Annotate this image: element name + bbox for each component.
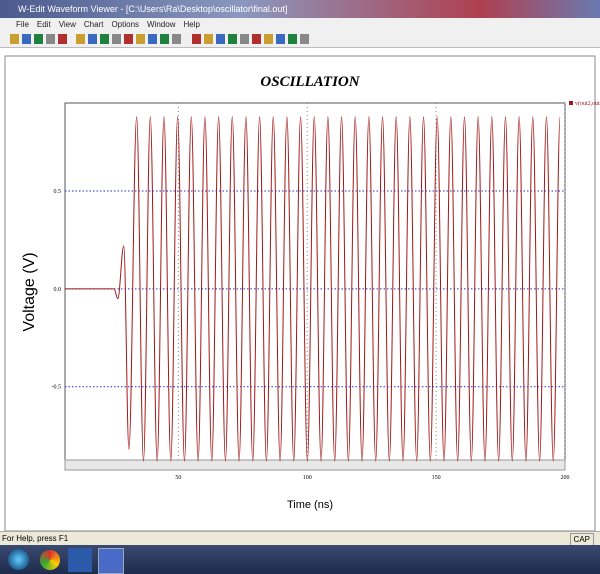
toolbar-button[interactable] <box>136 34 145 44</box>
x-tick-label: 50 <box>175 475 181 481</box>
menu-item[interactable]: Options <box>111 20 139 29</box>
toolbar-button[interactable] <box>288 34 297 44</box>
toolbar-button[interactable] <box>160 34 169 44</box>
taskbar <box>0 545 600 574</box>
y-tick-label: 0.0 <box>54 287 62 293</box>
scrollbar <box>65 460 565 470</box>
toolbar-button[interactable] <box>216 34 225 44</box>
x-tick-label: 100 <box>303 475 312 481</box>
toolbar <box>0 31 600 48</box>
menu-item[interactable]: Chart <box>84 20 104 29</box>
toolbar-button[interactable] <box>10 34 19 44</box>
x-tick-label: 150 <box>432 475 441 481</box>
toolbar-button[interactable] <box>172 34 181 44</box>
toolbar-button[interactable] <box>228 34 237 44</box>
y-tick-label: 0.5 <box>54 189 62 195</box>
menu-item[interactable]: Edit <box>37 20 51 29</box>
x-axis-label: Time (ns) <box>287 499 333 511</box>
toolbar-button[interactable] <box>22 34 31 44</box>
chart: OSCILLATION Time (ns) Voltage (V) 0.5 0.0… <box>0 48 600 531</box>
chart-title: OSCILLATION <box>260 74 360 90</box>
toolbar-button[interactable] <box>252 34 261 44</box>
menu-item[interactable]: Help <box>183 20 199 29</box>
menu-item[interactable]: Window <box>147 20 175 29</box>
toolbar-button[interactable] <box>264 34 273 44</box>
toolbar-button[interactable] <box>124 34 133 44</box>
y-tick-label: -0.5 <box>52 385 62 391</box>
menu-item[interactable]: File <box>16 20 29 29</box>
x-tick-label: 200 <box>561 475 570 481</box>
status-text: For Help, press F1 <box>2 534 68 543</box>
wedit-icon[interactable] <box>98 548 124 574</box>
toolbar-button[interactable] <box>100 34 109 44</box>
toolbar-button[interactable] <box>112 34 121 44</box>
menu-bar: File Edit View Chart Options Window Help <box>0 18 600 31</box>
toolbar-button[interactable] <box>58 34 67 44</box>
toolbar-button[interactable] <box>240 34 249 44</box>
y-axis-label: Voltage (V) <box>21 252 38 331</box>
toolbar-button[interactable] <box>276 34 285 44</box>
toolbar-button[interactable] <box>34 34 43 44</box>
toolbar-button[interactable] <box>46 34 55 44</box>
chrome-icon[interactable] <box>40 550 60 570</box>
toolbar-button[interactable] <box>300 34 309 44</box>
title-bar: W-Edit Waveform Viewer - [C:\Users\Ra\De… <box>0 0 600 18</box>
menu-item[interactable]: View <box>59 20 76 29</box>
app-icon[interactable] <box>68 548 92 572</box>
legend-swatch <box>569 101 573 105</box>
toolbar-button[interactable] <box>76 34 85 44</box>
toolbar-button[interactable] <box>192 34 201 44</box>
window-title: W-Edit Waveform Viewer - [C:\Users\Ra\De… <box>18 4 287 14</box>
toolbar-button[interactable] <box>88 34 97 44</box>
toolbar-button[interactable] <box>204 34 213 44</box>
start-button[interactable] <box>8 549 29 570</box>
toolbar-button[interactable] <box>148 34 157 44</box>
page: {"window":{"title":"W-Edit Waveform View… <box>0 0 600 574</box>
legend-label: v(out2,out1) <box>575 100 600 107</box>
